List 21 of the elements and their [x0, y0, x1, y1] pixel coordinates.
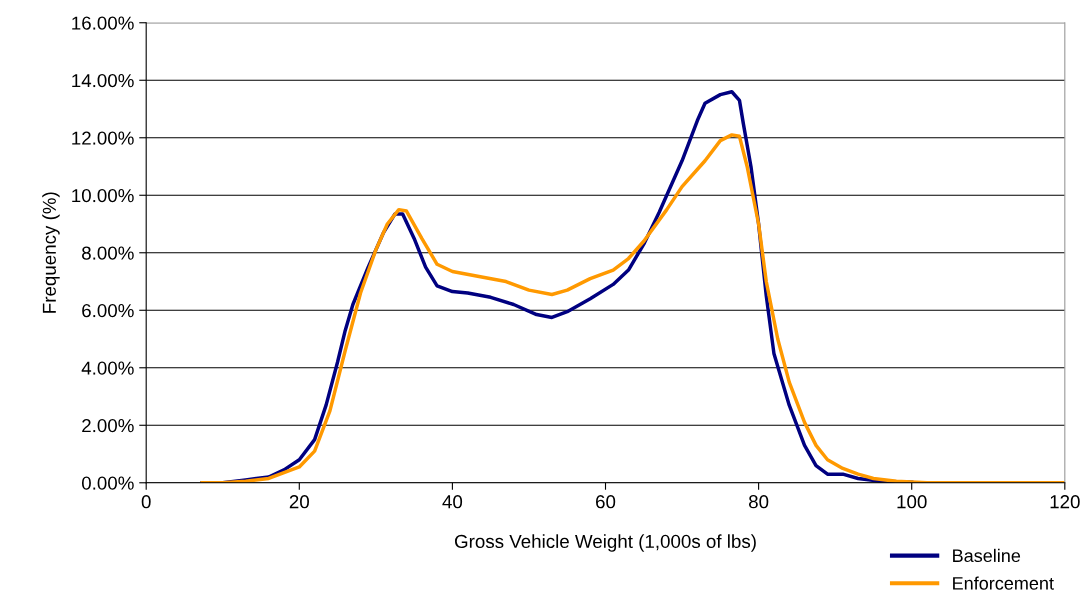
x-tick-label: 60	[596, 495, 616, 509]
line-series	[200, 133, 1065, 483]
x-tick-label: 100	[897, 495, 927, 509]
y-tick-label: 12.00%	[72, 131, 134, 145]
x-tick-label: 20	[289, 495, 309, 509]
y-tick-label: 14.00%	[72, 73, 134, 88]
y-tick-label: 2.00%	[82, 418, 134, 433]
x-tick-label: 40	[442, 495, 463, 509]
y-tick-label: 10.00%	[72, 188, 134, 203]
x-tick-label: 0	[141, 495, 151, 509]
y-tick-label: 16.00%	[72, 16, 134, 30]
x-axis-title: Gross Vehicle Weight (1,000s of lbs)	[454, 534, 756, 552]
y-tick-label: 8.00%	[82, 246, 134, 260]
x-tick-label: 120	[1050, 495, 1080, 509]
x-tick-label: 80	[749, 495, 769, 509]
legend-label: Baseline	[953, 548, 1021, 563]
legend-label: Enforcement	[953, 576, 1054, 590]
y-axis-title: Frequency (%)	[42, 192, 60, 313]
y-tick-label: 6.00%	[82, 303, 134, 318]
y-tick-label: 4.00%	[81, 361, 134, 375]
y-tick-label: 0.00%	[81, 476, 134, 490]
